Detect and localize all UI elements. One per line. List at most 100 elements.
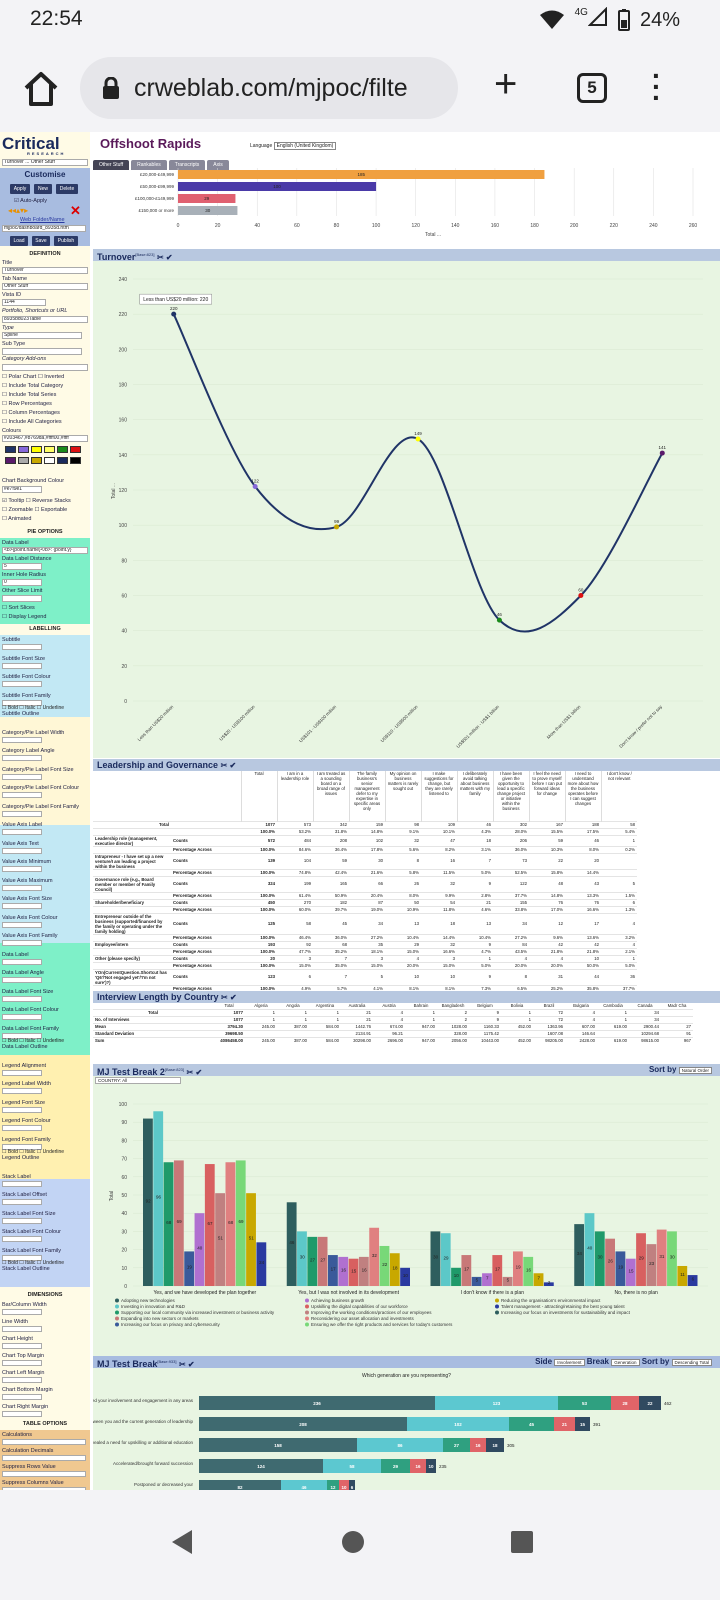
dimension-input[interactable] <box>2 1309 42 1315</box>
field-input[interactable] <box>2 884 42 891</box>
field-input[interactable] <box>2 958 42 965</box>
field-input[interactable] <box>2 644 42 650</box>
auto-apply-checkbox[interactable]: ☑ Auto-Apply <box>14 198 48 204</box>
field-input[interactable] <box>2 736 42 743</box>
field-input[interactable] <box>2 1254 42 1261</box>
animated-checkbox[interactable]: ☐ Animated <box>2 516 32 522</box>
save-button[interactable]: Save <box>32 236 50 246</box>
field-input[interactable] <box>2 977 42 983</box>
dimension-input[interactable] <box>2 1326 42 1332</box>
field-input[interactable] <box>2 792 42 798</box>
subtype-select[interactable] <box>2 348 82 355</box>
field-input[interactable] <box>2 810 42 817</box>
tab-transcripts[interactable]: Transcripts <box>168 160 206 170</box>
table-option-input[interactable] <box>2 1455 86 1461</box>
new-button[interactable]: New <box>34 184 52 194</box>
delete-button[interactable]: Delete <box>56 184 78 194</box>
field-input[interactable] <box>2 755 42 761</box>
bold-italic-underline-options[interactable]: ☐ Bold ☐ Italic ☐ Underline <box>2 1149 65 1155</box>
colour-swatch[interactable] <box>31 446 42 453</box>
tooltip-checkbox[interactable]: ☑ Tooltip ☐ Reverse Stacks <box>2 498 71 504</box>
inner-hole-input[interactable]: 0 <box>2 579 42 586</box>
colour-swatch[interactable] <box>18 457 29 464</box>
row-percentages-checkbox[interactable]: ☐ Row Percentages <box>2 401 52 407</box>
field-input[interactable] <box>2 940 42 946</box>
pie-data-label-input[interactable]: <b>{point.name}</b>: {point.y} <box>2 547 88 554</box>
mj2-tools-icon[interactable]: ✂ ✔ <box>186 1068 203 1077</box>
field-input[interactable] <box>2 829 42 835</box>
title-input[interactable]: Turnover <box>2 267 88 274</box>
address-bar[interactable]: crweblab.com/mjpoc/filte <box>80 57 458 119</box>
portfolio-input[interactable]: 8935bd023Table <box>2 316 88 323</box>
display-legend-checkbox[interactable]: ☐ Display Legend <box>2 614 47 620</box>
field-input[interactable] <box>2 1143 42 1150</box>
remove-icon[interactable]: ✕ <box>70 203 81 218</box>
tab-name-input[interactable]: Other Stuff <box>2 283 88 290</box>
tab-count-button[interactable]: 5 <box>577 73 607 103</box>
sort-slices-checkbox[interactable]: ☐ Sort Slices <box>2 605 35 611</box>
colour-swatch[interactable] <box>57 446 68 453</box>
chart-bg-input[interactable]: #e7f9e1 <box>2 486 42 493</box>
load-button[interactable]: Load <box>10 236 28 246</box>
overflow-menu-icon[interactable]: · · · <box>652 60 662 113</box>
field-input[interactable] <box>2 1125 42 1131</box>
colour-swatch[interactable] <box>5 457 16 464</box>
field-input[interactable] <box>2 1199 42 1205</box>
field-input[interactable] <box>2 903 42 909</box>
path-input[interactable]: mjpoc/dashboard_8935d.htm <box>2 225 86 232</box>
web-folder-link[interactable]: Web Folder/Name <box>20 217 65 223</box>
dimension-input[interactable] <box>2 1360 42 1366</box>
field-input[interactable] <box>2 1106 42 1113</box>
colour-swatch[interactable] <box>57 457 68 464</box>
break-select[interactable]: Generation <box>611 1359 640 1366</box>
colour-swatch[interactable] <box>70 446 81 453</box>
field-input[interactable] <box>2 662 42 669</box>
type-select[interactable]: Spline <box>2 332 82 339</box>
dimension-input[interactable] <box>2 1411 42 1417</box>
bold-italic-underline-options[interactable]: ☐ Bold ☐ Italic ☐ Underline <box>2 1038 65 1044</box>
field-input[interactable] <box>2 1014 42 1020</box>
dimension-input[interactable] <box>2 1377 42 1383</box>
bold-italic-underline-options[interactable]: ☐ Bold ☐ Italic ☐ Underline <box>2 1260 65 1266</box>
mj2-sort-select[interactable]: Natural Order <box>678 1067 712 1074</box>
field-input[interactable] <box>2 866 42 872</box>
pie-distance-input[interactable]: 5 <box>2 563 42 570</box>
country-filter-select[interactable]: COUNTRY: All <box>95 1077 181 1084</box>
polar-chart-checkbox[interactable]: ☐ Polar Chart ☐ Inverted <box>2 374 65 380</box>
colour-swatch[interactable] <box>44 446 55 453</box>
field-input[interactable] <box>2 773 42 780</box>
interview-tools-icon[interactable]: ✂ ✔ <box>221 993 237 1002</box>
colour-swatch[interactable] <box>31 457 42 464</box>
field-input[interactable] <box>2 1180 42 1187</box>
colour-swatch[interactable] <box>18 446 29 453</box>
dimension-input[interactable] <box>2 1394 42 1400</box>
colours-input[interactable]: #203467,#8769da,#ffff00,#ffff <box>2 435 88 442</box>
bold-italic-underline-options[interactable]: ☐ Bold ☐ Italic ☐ Underline <box>2 705 65 711</box>
home-icon[interactable] <box>22 70 60 108</box>
table-option-input[interactable] <box>2 1471 86 1477</box>
tab-axis[interactable]: Axis <box>207 160 229 170</box>
mj-break-sort-select[interactable]: Descending Total <box>671 1359 712 1366</box>
column-percentages-checkbox[interactable]: ☐ Column Percentages <box>2 410 60 416</box>
back-icon[interactable] <box>170 1528 194 1556</box>
table-option-input[interactable] <box>2 1439 86 1445</box>
field-input[interactable] <box>2 1217 42 1224</box>
new-tab-icon[interactable]: + <box>494 62 518 106</box>
field-input[interactable] <box>2 921 42 928</box>
turnover-tools-icon[interactable]: ✂ ✔ <box>156 253 173 262</box>
field-input[interactable] <box>2 681 42 687</box>
side-select[interactable]: Involvement <box>554 1359 585 1366</box>
language-selector[interactable]: Language English (United Kingdom) <box>250 142 337 150</box>
field-input[interactable] <box>2 1032 42 1039</box>
field-input[interactable] <box>2 1088 42 1094</box>
tab-rankables[interactable]: Rankables <box>131 160 167 170</box>
dimension-input[interactable] <box>2 1343 42 1349</box>
zoomable-checkbox[interactable]: ☐ Zoomable ☐ Exportable <box>2 507 68 513</box>
include-total-category-checkbox[interactable]: ☐ Include Total Category <box>2 383 64 389</box>
mj2-sort[interactable]: Sort by Natural Order <box>649 1064 712 1077</box>
include-all-categories-checkbox[interactable]: ☐ Include All Categories <box>2 419 62 425</box>
mj-break-tools-icon[interactable]: ✂ ✔ <box>179 1360 195 1369</box>
field-input[interactable] <box>2 1236 42 1242</box>
colour-swatch[interactable] <box>5 446 16 453</box>
field-input[interactable] <box>2 699 42 706</box>
